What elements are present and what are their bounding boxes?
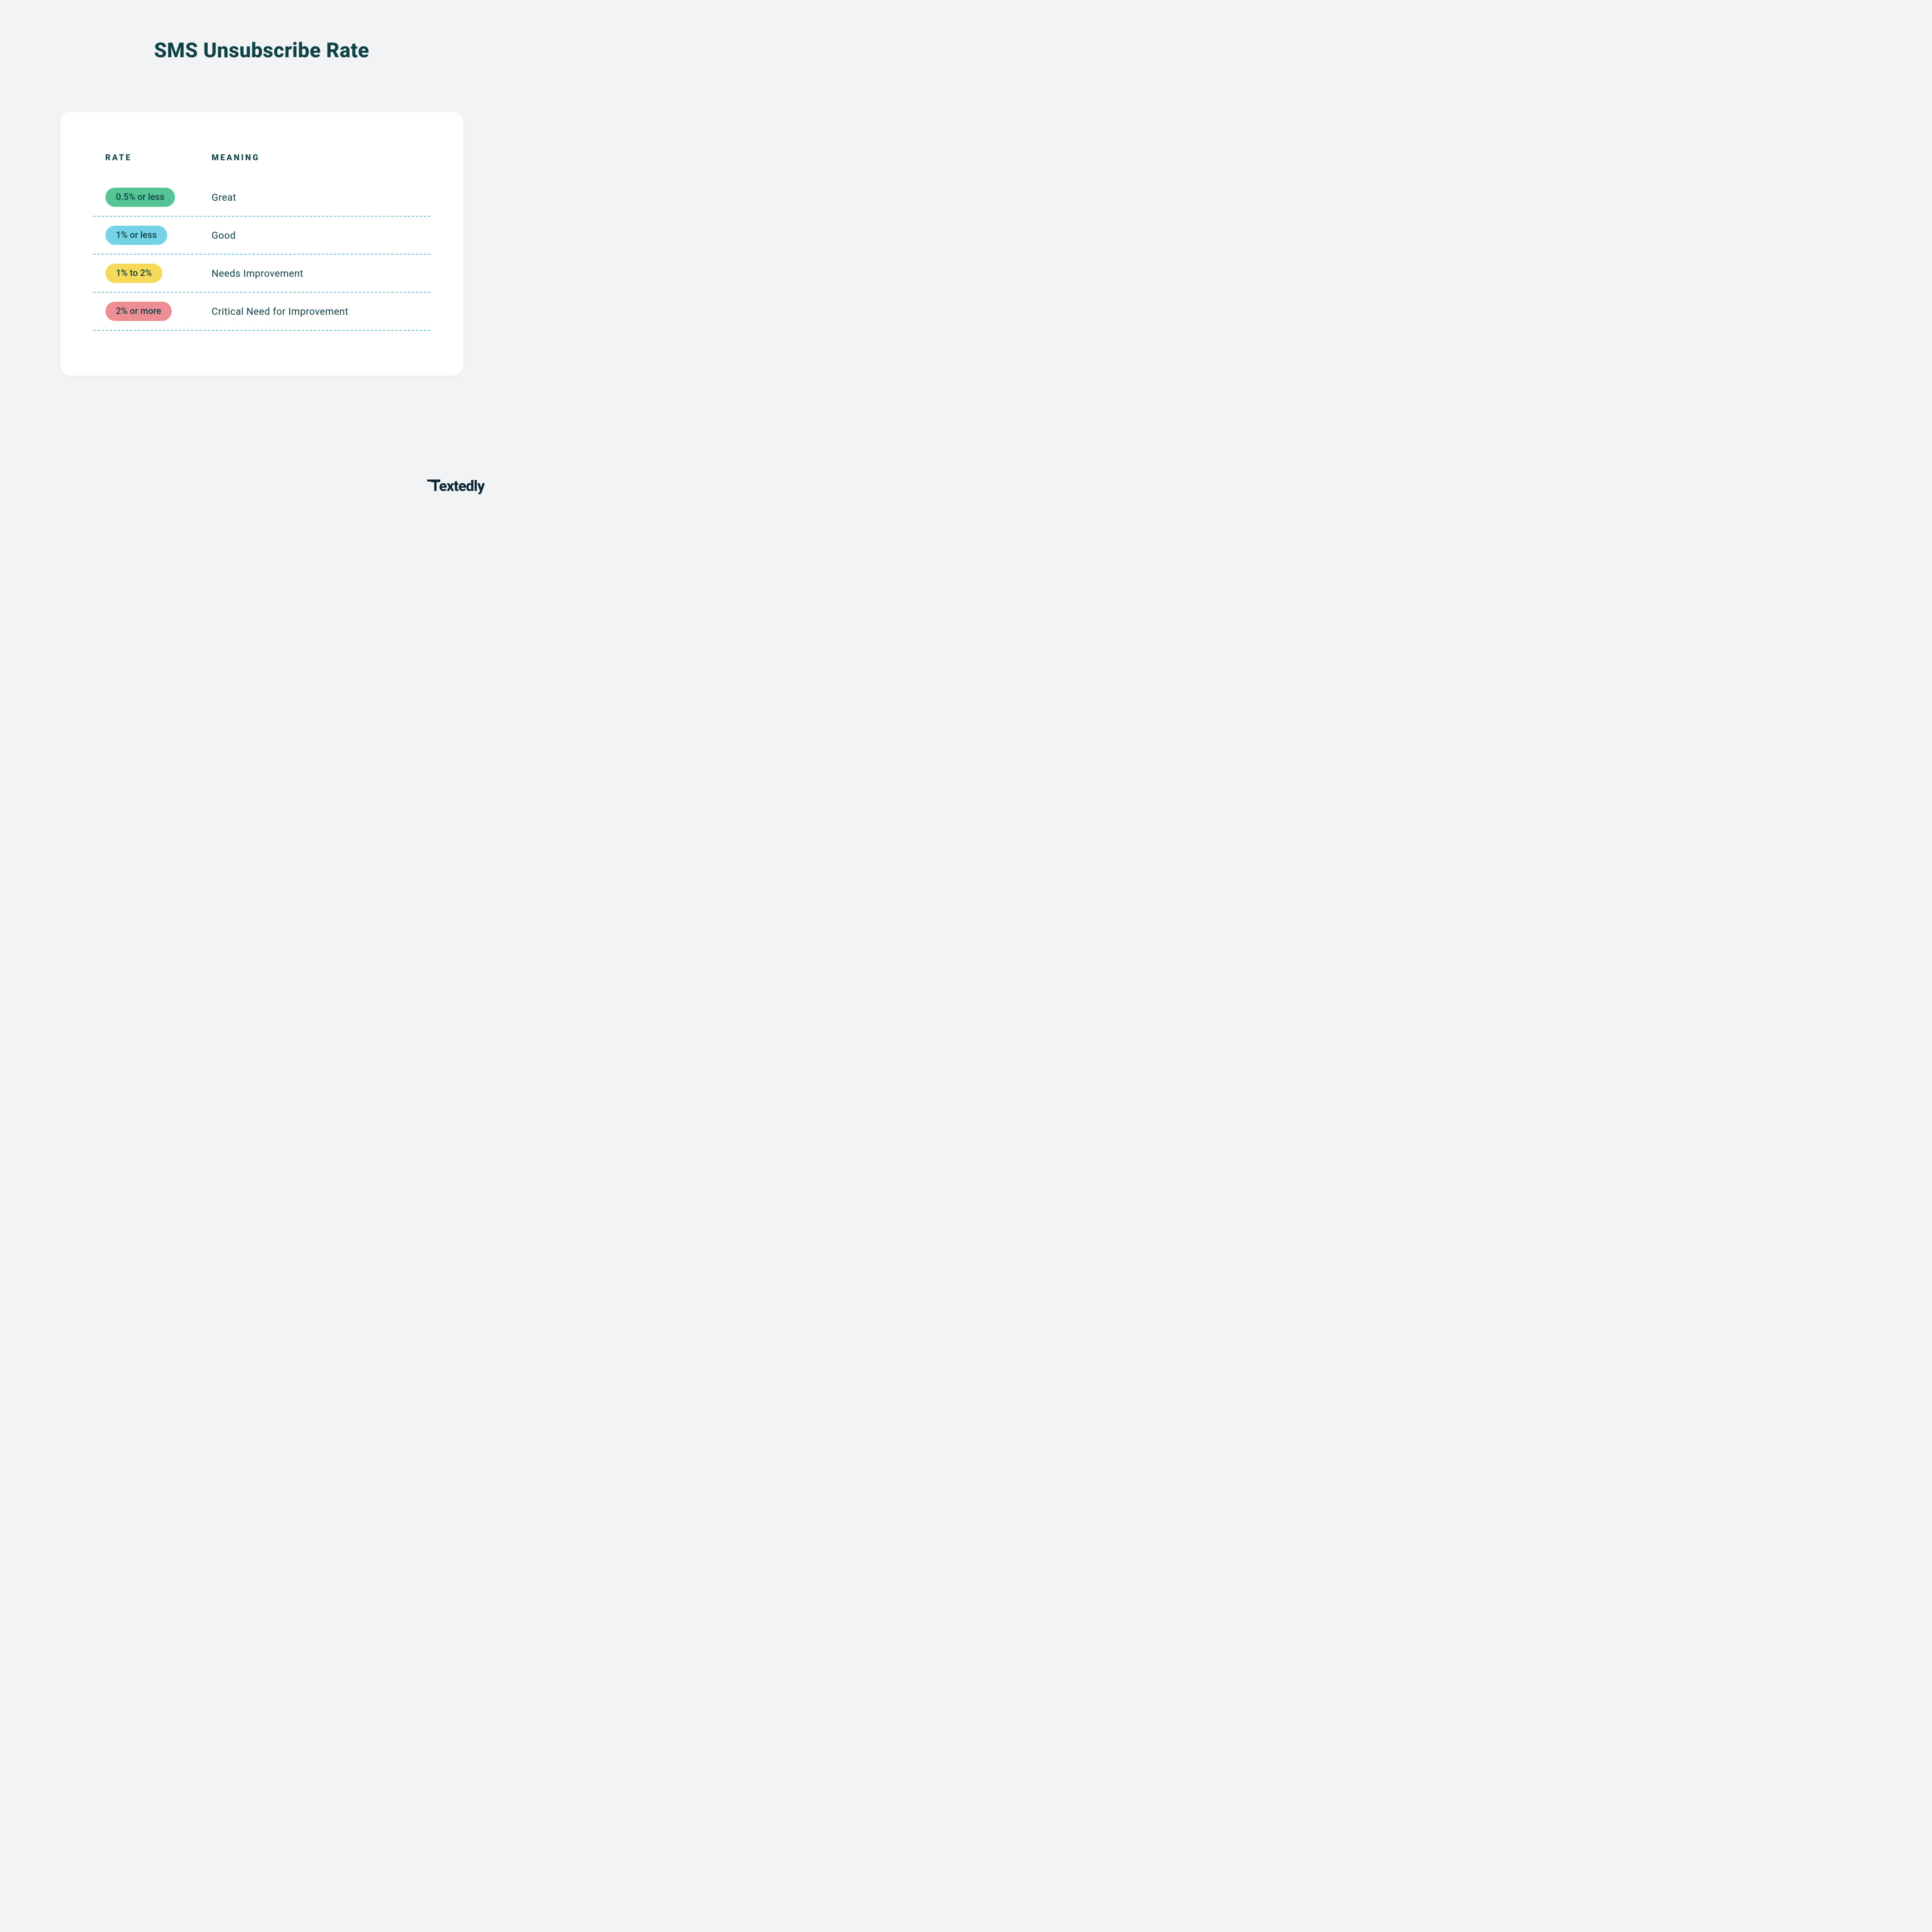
table-row: 1% to 2% Needs Improvement: [93, 255, 430, 293]
table-row: 2% or more Critical Need for Improvement: [93, 293, 430, 331]
meaning-text: Good: [212, 230, 236, 241]
rate-pill: 1% or less: [105, 226, 168, 245]
page-title: SMS Unsubscribe Rate: [0, 0, 523, 63]
table-header: RATE MEANING: [93, 152, 430, 162]
rate-pill: 0.5% or less: [105, 188, 175, 207]
header-rate: RATE: [105, 152, 132, 162]
meaning-text: Great: [212, 192, 236, 203]
infographic-container: SMS Unsubscribe Rate RATE MEANING 0.5% o…: [0, 0, 523, 523]
logo-text: Textedly: [431, 477, 484, 495]
header-meaning: MEANING: [212, 152, 260, 162]
rate-pill: 1% to 2%: [105, 264, 163, 283]
meaning-text: Critical Need for Improvement: [212, 306, 349, 317]
brand-logo: Textedly: [431, 477, 484, 495]
meaning-text: Needs Improvement: [212, 268, 304, 279]
rate-pill: 2% or more: [105, 302, 172, 321]
table-row: 0.5% or less Great: [93, 179, 430, 217]
rate-card: RATE MEANING 0.5% or less Great 1% or le…: [61, 112, 463, 376]
table-row: 1% or less Good: [93, 217, 430, 255]
